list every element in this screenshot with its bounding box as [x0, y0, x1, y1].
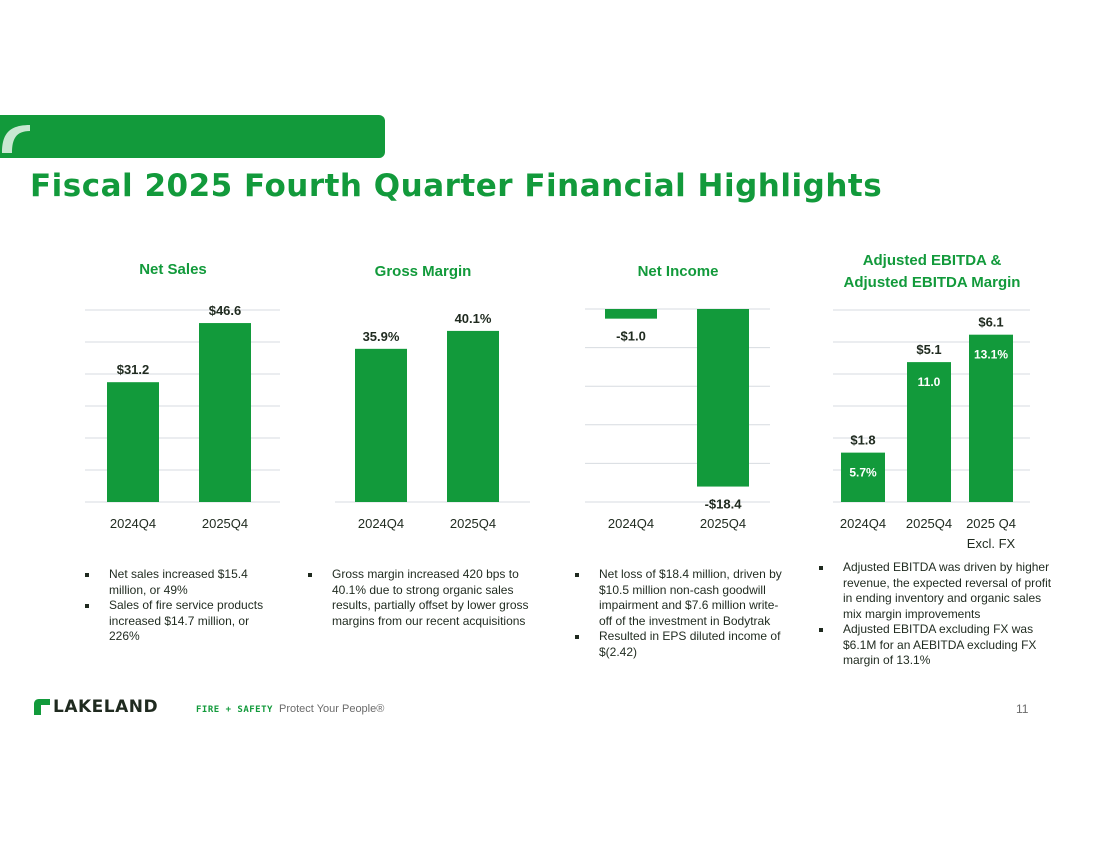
- data-label: 40.1%: [455, 311, 492, 326]
- data-label: $46.6: [209, 303, 242, 318]
- bullet-icon: [85, 604, 89, 608]
- lakeland-logo: LAKELAND FIRE + SAFETY: [33, 697, 272, 721]
- bullet-icon: [308, 573, 312, 577]
- adjusted-ebitda-bullets: Adjusted EBITDA was driven by higher rev…: [819, 560, 1054, 669]
- data-label: $31.2: [117, 362, 150, 377]
- chart-title-line: Adjusted EBITDA &: [862, 252, 1002, 269]
- bullet-item: Gross margin increased 420 bps to 40.1% …: [308, 567, 538, 629]
- tick-label: 2025Q4: [700, 516, 746, 531]
- net-sales-bullets: Net sales increased $15.4 million, or 49…: [85, 567, 270, 645]
- net-income-chart: -$1.0 2024Q4 -$18.4 2025Q4: [585, 308, 770, 531]
- margin-label: 11.0: [918, 375, 941, 389]
- bullet-text: Net sales increased $15.4 million, or 49…: [109, 567, 248, 597]
- bar: [605, 309, 657, 319]
- data-label: -$1.0: [616, 329, 646, 344]
- logo-subtext: FIRE + SAFETY: [196, 705, 273, 715]
- chart-title-line: Adjusted EBITDA Margin: [843, 274, 1021, 291]
- bullet-item: Adjusted EBITDA was driven by higher rev…: [819, 560, 1054, 622]
- tick-label: 2024Q4: [608, 516, 654, 531]
- bullet-icon: [575, 635, 579, 639]
- bullet-text: Adjusted EBITDA was driven by higher rev…: [843, 560, 1052, 621]
- bar: [447, 330, 499, 502]
- bullet-text: Adjusted EBITDA excluding FX was $6.1M f…: [843, 622, 1037, 667]
- bullet-item: Resulted in EPS diluted income of $(2.42…: [575, 629, 790, 660]
- adjusted-ebitda-chart: $1.8 5.7% 2024Q4 $5.1 11.0 2025Q4 $6.1 13.1% 202…: [833, 309, 1030, 551]
- bullet-text: Resulted in EPS diluted income of $(2.42…: [599, 629, 781, 659]
- bullet-icon: [819, 566, 823, 570]
- tick-label: 2024Q4: [110, 516, 156, 531]
- bar: [969, 334, 1013, 502]
- chart-title-net-sales: Net Sales: [139, 261, 207, 278]
- margin-label: 5.7%: [849, 466, 877, 480]
- page-title: Fiscal 2025 Fourth Quarter Financial Hig…: [30, 168, 883, 204]
- net-sales-chart: $31.2 2024Q4 $46.6 2025Q4: [85, 303, 280, 531]
- leaf-icon: [2, 125, 30, 153]
- chart-title-adjusted-ebitda: Adjusted EBITDA & Adjusted EBITDA Margin: [822, 250, 1042, 294]
- tick-label: 2025Q4: [202, 516, 248, 531]
- bar: [697, 309, 749, 487]
- tick-label: 2024Q4: [840, 516, 886, 531]
- bullet-text: Gross margin increased 420 bps to 40.1% …: [332, 567, 529, 628]
- tick-label: 2024Q4: [358, 516, 404, 531]
- bullet-item: Adjusted EBITDA excluding FX was $6.1M f…: [819, 622, 1054, 669]
- net-income-bullets: Net loss of $18.4 million, driven by $10…: [575, 567, 790, 660]
- data-label: 35.9%: [363, 329, 400, 344]
- bullet-icon: [819, 628, 823, 632]
- bullet-item: Sales of fire service products increased…: [85, 598, 270, 645]
- bullet-text: Net loss of $18.4 million, driven by $10…: [599, 567, 782, 628]
- bar: [907, 362, 951, 502]
- gross-margin-chart: 35.9% 2024Q4 40.1% 2025Q4: [335, 311, 530, 531]
- page-number: 11: [1016, 702, 1029, 716]
- lakeland-leaf-icon: [34, 699, 50, 715]
- bullet-icon: [575, 573, 579, 577]
- chart-title-gross-margin: Gross Margin: [374, 263, 472, 280]
- tick-label: 2025Q4: [450, 516, 496, 531]
- bullet-item: Net sales increased $15.4 million, or 49…: [85, 567, 270, 598]
- tick-label: Excl. FX: [967, 536, 1016, 551]
- gross-margin-bullets: Gross margin increased 420 bps to 40.1% …: [308, 567, 538, 629]
- chart-title-net-income: Net Income: [637, 263, 719, 280]
- data-label: -$18.4: [705, 497, 743, 512]
- bullet-text: Sales of fire service products increased…: [109, 598, 264, 643]
- logo-wordmark: LAKELAND: [53, 697, 159, 717]
- bullet-icon: [85, 573, 89, 577]
- bar: [199, 323, 251, 502]
- tick-label: 2025Q4: [906, 516, 952, 531]
- bullet-item: Net loss of $18.4 million, driven by $10…: [575, 567, 790, 629]
- tick-label: 2025 Q4: [966, 516, 1016, 531]
- data-label: $6.1: [978, 315, 1003, 330]
- margin-label: 13.1%: [974, 348, 1008, 362]
- bar: [107, 382, 159, 502]
- header-accent-band: [0, 115, 385, 158]
- data-label: $1.8: [850, 433, 875, 448]
- tagline: Protect Your People®: [279, 703, 385, 715]
- bar: [841, 452, 885, 502]
- data-label: $5.1: [916, 342, 941, 357]
- bar: [355, 348, 407, 502]
